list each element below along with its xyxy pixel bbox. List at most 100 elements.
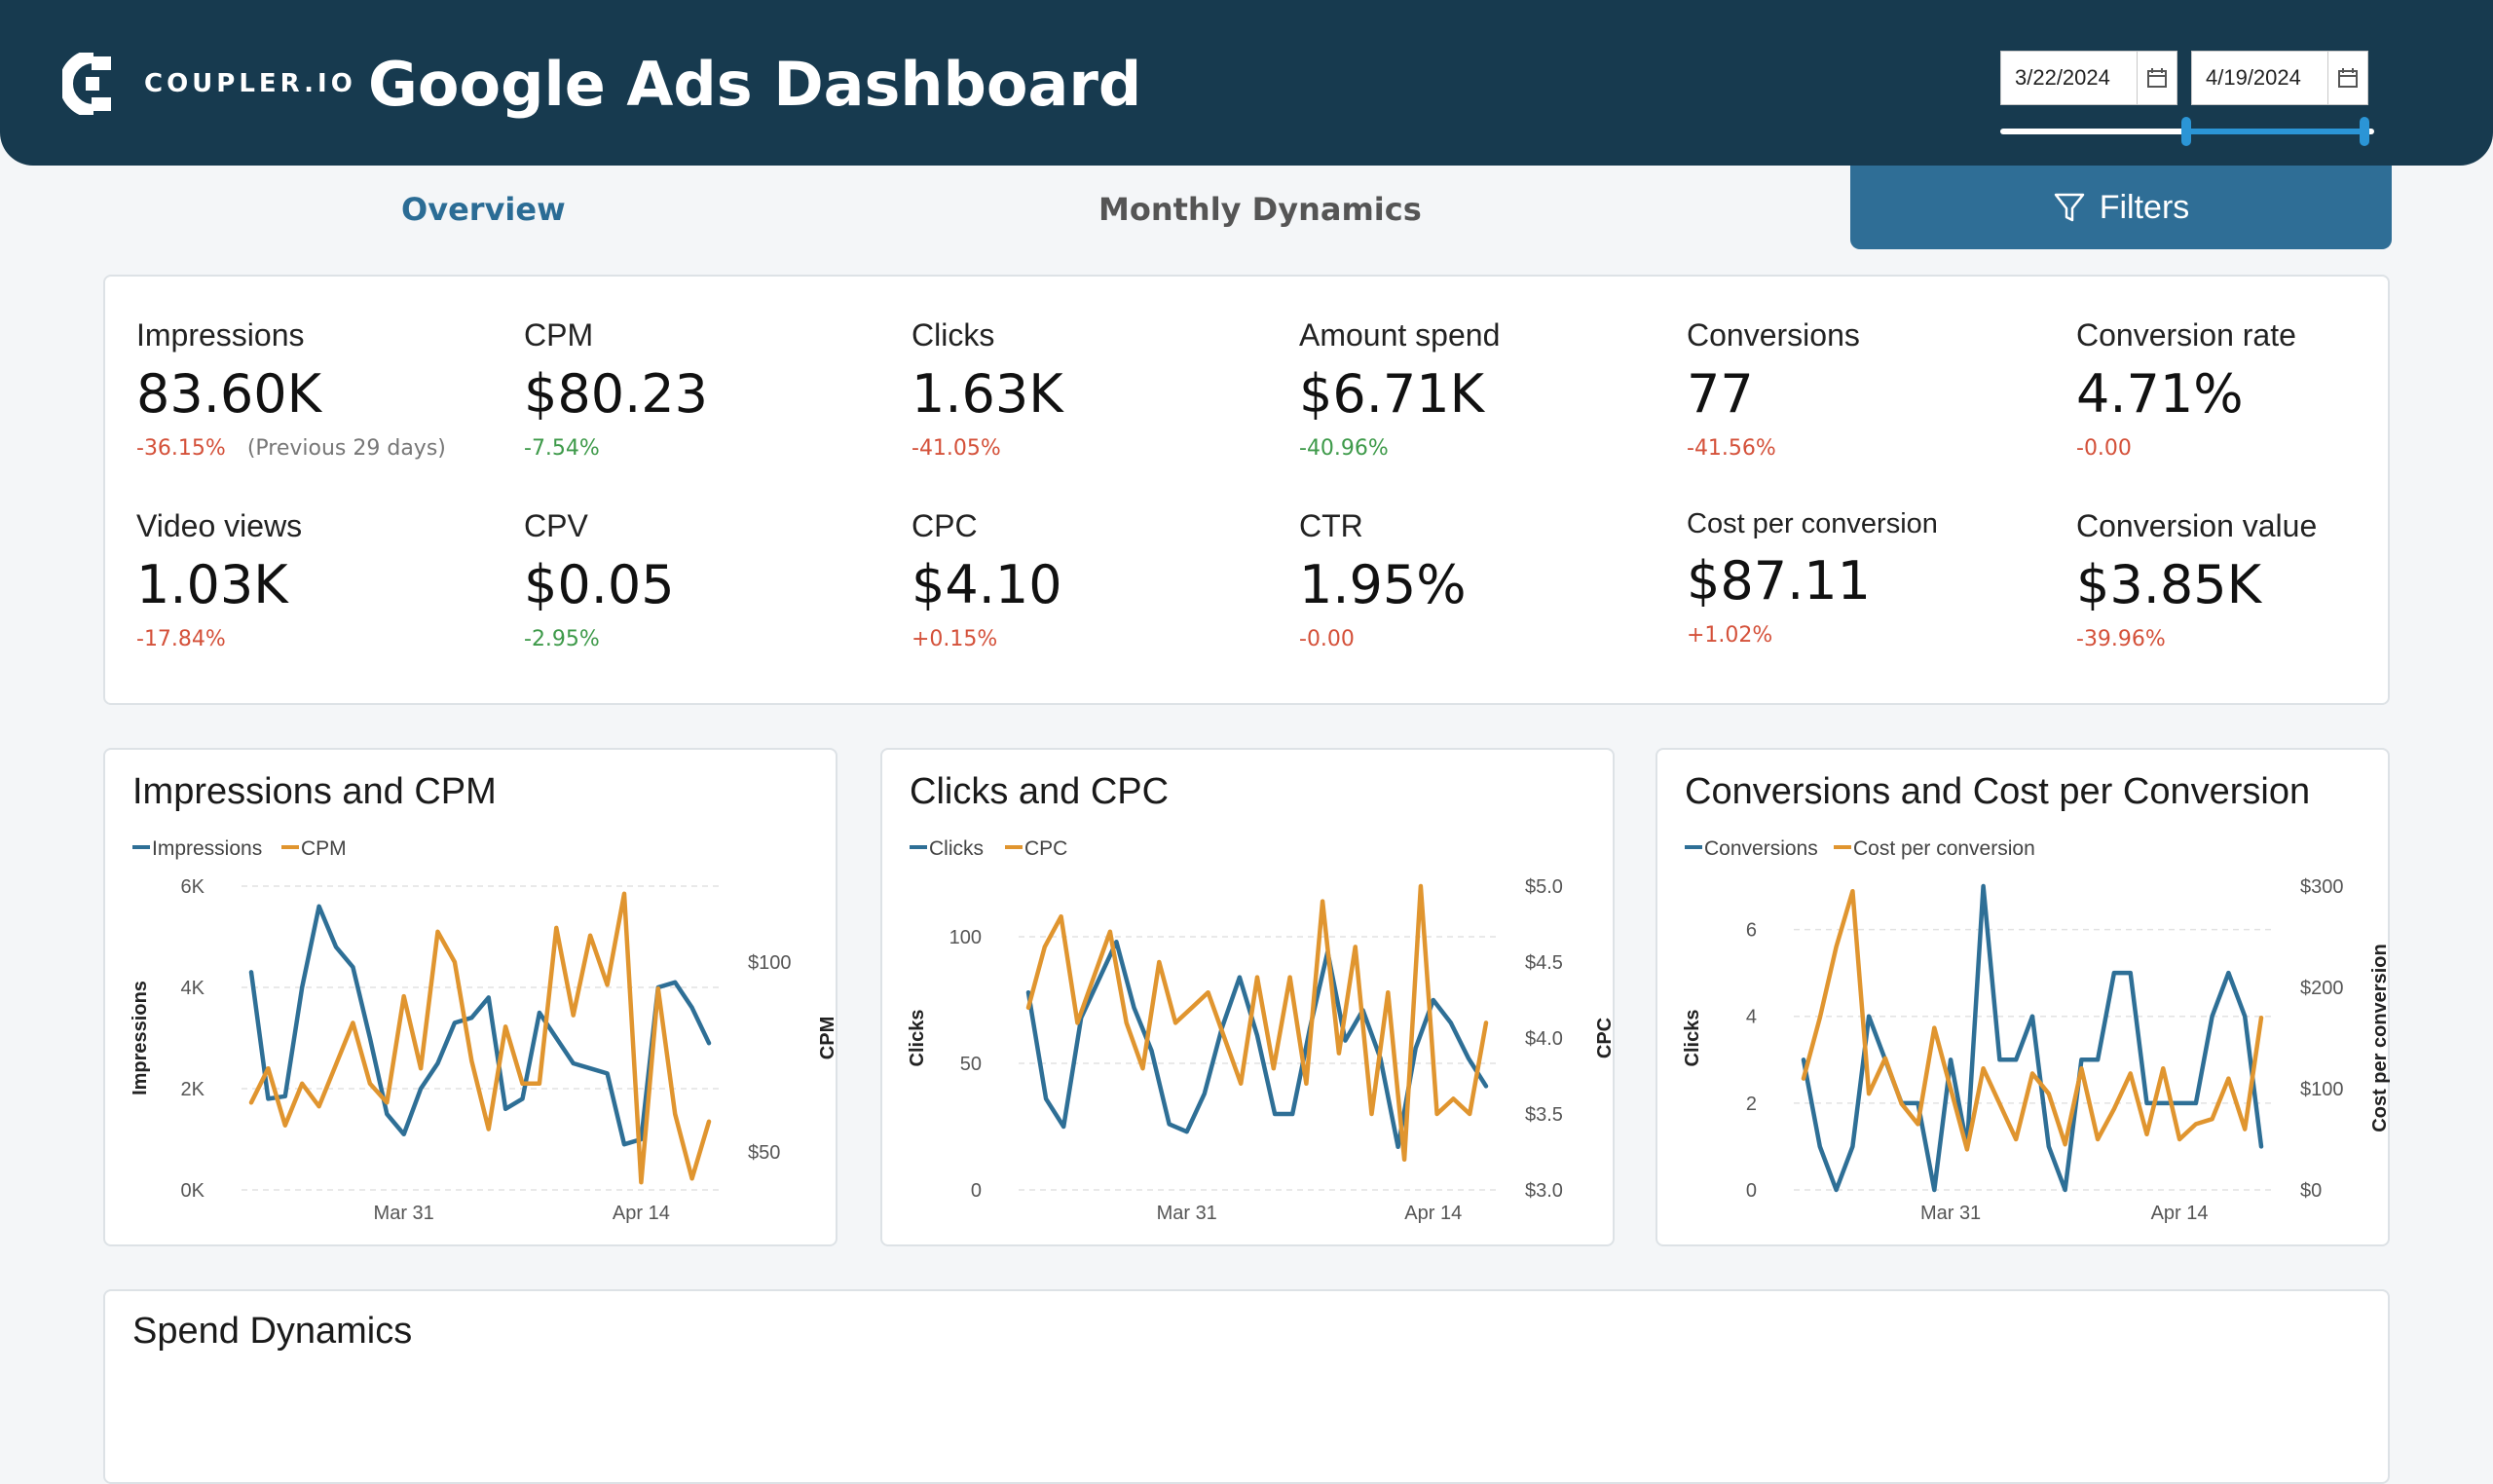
date-range-slider[interactable] xyxy=(2000,117,2374,146)
kpi-value: $80.23 xyxy=(524,363,708,425)
y-axis-label-left: Clicks xyxy=(907,1010,928,1067)
tab-monthly-dynamics[interactable]: Monthly Dynamics xyxy=(1098,191,1422,228)
clicks-cpc-chart: Clicks CPC 0 50 100 $3.0 $3.5 $4.0 $4.5 $5.0 Click… xyxy=(907,837,1616,1224)
date-range-end-handle[interactable] xyxy=(2360,117,2369,146)
filters-button[interactable]: Filters xyxy=(1850,166,2392,249)
kpi-label: CPV xyxy=(524,508,588,543)
y-tick-label-right: $300 xyxy=(2300,876,2344,898)
y-axis-label-right: CPM xyxy=(817,1017,838,1059)
kpi-value: 4.71% xyxy=(2076,363,2244,425)
kpi-delta: -39.96% xyxy=(2076,627,2166,651)
kpi-label: CPC xyxy=(912,508,978,543)
end-date-value: 4/19/2024 xyxy=(2206,65,2301,90)
series-line-cpm xyxy=(248,891,712,1185)
date-range-slider-fill xyxy=(2181,129,2368,134)
filter-icon xyxy=(2054,193,2084,222)
kpi-value: $3.85K xyxy=(2076,554,2262,615)
kpi-label: CTR xyxy=(1299,508,1363,543)
kpi-conversion-rate: Conversion rate 4.71% -0.00 xyxy=(2076,317,2368,461)
y-tick-label-left: 6 xyxy=(1746,920,1757,942)
kpi-delta: -2.95% xyxy=(524,627,600,651)
kpi-delta: -0.00 xyxy=(1299,627,1355,651)
y-tick-label-right: $100 xyxy=(2300,1079,2344,1100)
kpi-conversions: Conversions 77 -41.56% xyxy=(1687,317,2057,461)
logo-text: COUPLER.IO xyxy=(144,69,356,98)
kpi-label: Amount spend xyxy=(1299,317,1501,352)
start-date-value: 3/22/2024 xyxy=(2015,65,2110,90)
kpi-delta: -41.05% xyxy=(912,436,1001,461)
kpi-video-views: Video views 1.03K -17.84% xyxy=(136,508,506,651)
legend-label: Conversions xyxy=(1704,837,1818,860)
kpi-value: 1.95% xyxy=(1299,554,1467,615)
chart-card-clicks-cpc: Clicks and CPC Clicks CPC 0 50 100 $3.0 $3.5 $4… xyxy=(880,748,1616,1246)
end-date-picker[interactable]: 4/19/2024 xyxy=(2191,51,2368,105)
page-title: Google Ads Dashboard xyxy=(368,49,1142,120)
kpi-label: Conversion rate xyxy=(2076,317,2296,352)
x-tick-label: Apr 14 xyxy=(2151,1203,2209,1224)
chart-card-impressions-cpm: Impressions and CPM Impressions CPM 0K 2K 4K… xyxy=(103,748,838,1246)
y-tick-label-right: $50 xyxy=(748,1142,780,1164)
kpi-delta: -0.00 xyxy=(2076,436,2132,461)
y-axis-label-left: Impressions xyxy=(130,981,151,1095)
x-tick-label: Apr 14 xyxy=(1404,1203,1462,1224)
spend-dynamics-card: Spend Dynamics xyxy=(103,1289,2390,1484)
kpi-value: 77 xyxy=(1687,363,1754,425)
impressions-cpm-chart: Impressions CPM 0K 2K 4K 6K $50 $100 Impressions… xyxy=(130,837,838,1224)
y-tick-label-left: 50 xyxy=(960,1054,982,1075)
y-tick-label-left: 2K xyxy=(181,1079,205,1100)
chart-title: Conversions and Cost per Conversion xyxy=(1685,771,2311,812)
y-axis-label-right: CPC xyxy=(1594,1018,1616,1058)
date-range-start-handle[interactable] xyxy=(2181,117,2191,146)
kpi-conversion-value: Conversion value $3.85K -39.96% xyxy=(2076,508,2368,651)
y-tick-label-right: $0 xyxy=(2300,1180,2322,1202)
kpi-cpm: CPM $80.23 -7.54% xyxy=(524,317,894,461)
y-tick-label-left: 100 xyxy=(949,927,982,948)
y-tick-label-left: 4K xyxy=(181,978,205,999)
y-tick-label-left: 2 xyxy=(1746,1094,1757,1115)
chart-title: Impressions and CPM xyxy=(132,771,497,812)
coupler-logo[interactable]: COUPLER.IO xyxy=(62,53,356,115)
kpi-value: 1.03K xyxy=(136,554,288,615)
start-date-picker[interactable]: 3/22/2024 xyxy=(2000,51,2177,105)
kpi-cpc: CPC $4.10 +0.15% xyxy=(912,508,1282,651)
kpi-panel: Impressions 83.60K -36.15% (Previous 29 d… xyxy=(103,275,2390,705)
kpi-cost-per-conversion: Cost per conversion $87.11 +1.02% xyxy=(1687,508,2057,648)
calendar-icon[interactable] xyxy=(2327,51,2367,105)
y-tick-label-right: $200 xyxy=(2300,978,2344,999)
legend-label: CPC xyxy=(1024,837,1067,860)
kpi-cpv: CPV $0.05 -2.95% xyxy=(524,508,894,651)
y-tick-label-right: $3.0 xyxy=(1525,1180,1563,1202)
kpi-value: $4.10 xyxy=(912,554,1062,615)
y-tick-label-left: 6K xyxy=(181,876,205,898)
kpi-value: $0.05 xyxy=(524,554,675,615)
y-tick-label-right: $100 xyxy=(748,952,792,974)
kpi-value: 1.63K xyxy=(912,363,1063,425)
kpi-label: Impressions xyxy=(136,317,305,352)
y-tick-label-left: 0 xyxy=(1746,1180,1757,1202)
x-tick-label: Apr 14 xyxy=(613,1203,670,1224)
y-axis-label-left: Clicks xyxy=(1682,1010,1703,1067)
coupler-logo-icon xyxy=(62,53,111,115)
filters-label: Filters xyxy=(2099,188,2190,226)
y-tick-label-right: $5.0 xyxy=(1525,876,1563,898)
series-line-cpc xyxy=(1025,883,1489,1163)
y-tick-label-right: $4.5 xyxy=(1525,952,1563,974)
legend-label: Impressions xyxy=(152,837,262,860)
kpi-value: $6.71K xyxy=(1299,363,1485,425)
legend-label: CPM xyxy=(301,837,347,860)
y-tick-label-right: $4.0 xyxy=(1525,1028,1563,1050)
header-bar: COUPLER.IO Google Ads Dashboard 3/22/202… xyxy=(0,0,2493,166)
y-tick-label-left: 4 xyxy=(1746,1007,1757,1028)
y-tick-label-left: 0 xyxy=(971,1180,982,1202)
kpi-delta: +0.15% xyxy=(912,627,998,651)
kpi-amount-spend: Amount spend $6.71K -40.96% xyxy=(1299,317,1669,461)
calendar-icon[interactable] xyxy=(2137,51,2177,105)
legend-label: Cost per conversion xyxy=(1853,837,2035,860)
series-line-impressions xyxy=(248,904,712,1147)
x-tick-label: Mar 31 xyxy=(1920,1203,1981,1224)
tab-overview[interactable]: Overview xyxy=(401,191,566,228)
kpi-label: Cost per conversion xyxy=(1687,508,1938,539)
spend-dynamics-title: Spend Dynamics xyxy=(132,1311,413,1352)
kpi-value: $87.11 xyxy=(1687,550,1871,612)
kpi-value: 83.60K xyxy=(136,363,322,425)
